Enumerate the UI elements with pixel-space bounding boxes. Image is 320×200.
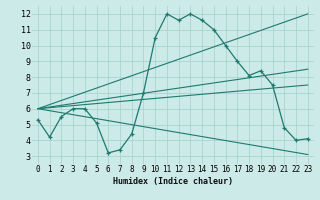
X-axis label: Humidex (Indice chaleur): Humidex (Indice chaleur) bbox=[113, 177, 233, 186]
